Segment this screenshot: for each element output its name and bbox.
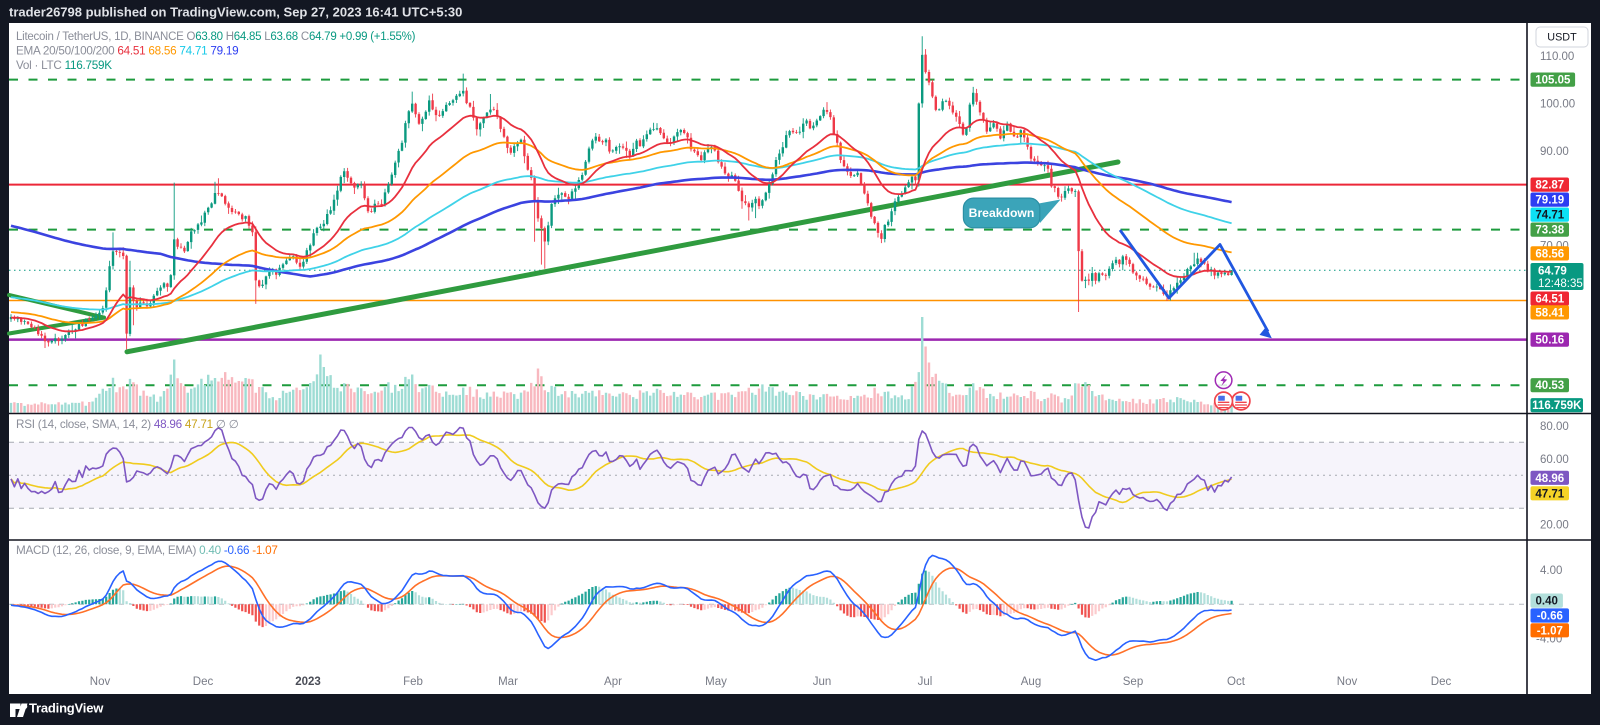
- svg-text:Jun: Jun: [813, 676, 832, 688]
- svg-text:MACD (12, 26, close, 9, EMA, E: MACD (12, 26, close, 9, EMA, EMA) 0.40 -…: [16, 544, 278, 557]
- svg-text:EMA 20/50/100/200 64.51 68.56: EMA 20/50/100/200 64.51 68.56 74.71 79.1…: [16, 45, 238, 58]
- svg-text:Dec: Dec: [1431, 676, 1452, 688]
- svg-text:Sep: Sep: [1123, 676, 1143, 688]
- svg-text:82.87: 82.87: [1535, 180, 1564, 192]
- svg-text:116.759K: 116.759K: [1532, 400, 1582, 412]
- svg-text:Breakdown: Breakdown: [969, 206, 1035, 220]
- svg-text:100.00: 100.00: [1540, 99, 1575, 111]
- svg-text:Nov: Nov: [1337, 676, 1358, 688]
- svg-text:Feb: Feb: [403, 676, 423, 688]
- svg-text:73.38: 73.38: [1535, 225, 1564, 237]
- svg-text:TradingView: TradingView: [29, 701, 104, 716]
- svg-text:Jul: Jul: [918, 676, 933, 688]
- svg-text:60.00: 60.00: [1540, 454, 1569, 466]
- svg-text:4.00: 4.00: [1540, 565, 1562, 577]
- svg-text:64.79: 64.79: [1538, 266, 1567, 278]
- svg-text:Vol · LTC 116.759K: Vol · LTC 116.759K: [16, 59, 112, 72]
- svg-text:Apr: Apr: [604, 676, 622, 688]
- svg-text:RSI (14, close, SMA, 14, 2) 48: RSI (14, close, SMA, 14, 2) 48.96 47.71 …: [16, 418, 239, 431]
- svg-text:80.00: 80.00: [1540, 421, 1569, 433]
- svg-text:110.00: 110.00: [1540, 51, 1574, 63]
- svg-text:90.00: 90.00: [1540, 146, 1569, 158]
- svg-text:Aug: Aug: [1021, 676, 1041, 688]
- svg-text:58.41: 58.41: [1535, 307, 1564, 319]
- svg-text:Mar: Mar: [498, 676, 518, 688]
- svg-text:47.71: 47.71: [1535, 488, 1564, 500]
- svg-text:Dec: Dec: [193, 676, 214, 688]
- svg-text:-0.66: -0.66: [1537, 611, 1563, 623]
- svg-text:12:48:35: 12:48:35: [1538, 278, 1583, 290]
- svg-text:trader26798 published on Tradi: trader26798 published on TradingView.com…: [9, 5, 462, 20]
- svg-text:68.56: 68.56: [1535, 248, 1564, 260]
- svg-text:74.71: 74.71: [1535, 210, 1564, 222]
- svg-text:0.40: 0.40: [1536, 596, 1558, 608]
- svg-text:64.51: 64.51: [1535, 294, 1564, 306]
- svg-text:USDT: USDT: [1547, 32, 1577, 44]
- svg-text:79.19: 79.19: [1535, 195, 1564, 207]
- svg-text:40.53: 40.53: [1535, 380, 1564, 392]
- svg-text:Litecoin / TetherUS, 1D, BINAN: Litecoin / TetherUS, 1D, BINANCE O63.80 …: [16, 31, 416, 43]
- svg-text:Nov: Nov: [90, 676, 111, 688]
- svg-text:50.16: 50.16: [1535, 335, 1564, 347]
- svg-text:-1.07: -1.07: [1537, 625, 1563, 637]
- svg-text:105.05: 105.05: [1535, 75, 1571, 87]
- svg-text:2023: 2023: [295, 676, 321, 688]
- svg-text:20.00: 20.00: [1540, 520, 1569, 532]
- svg-text:May: May: [705, 676, 727, 688]
- svg-text:Oct: Oct: [1227, 676, 1246, 688]
- svg-text:48.96: 48.96: [1535, 473, 1564, 485]
